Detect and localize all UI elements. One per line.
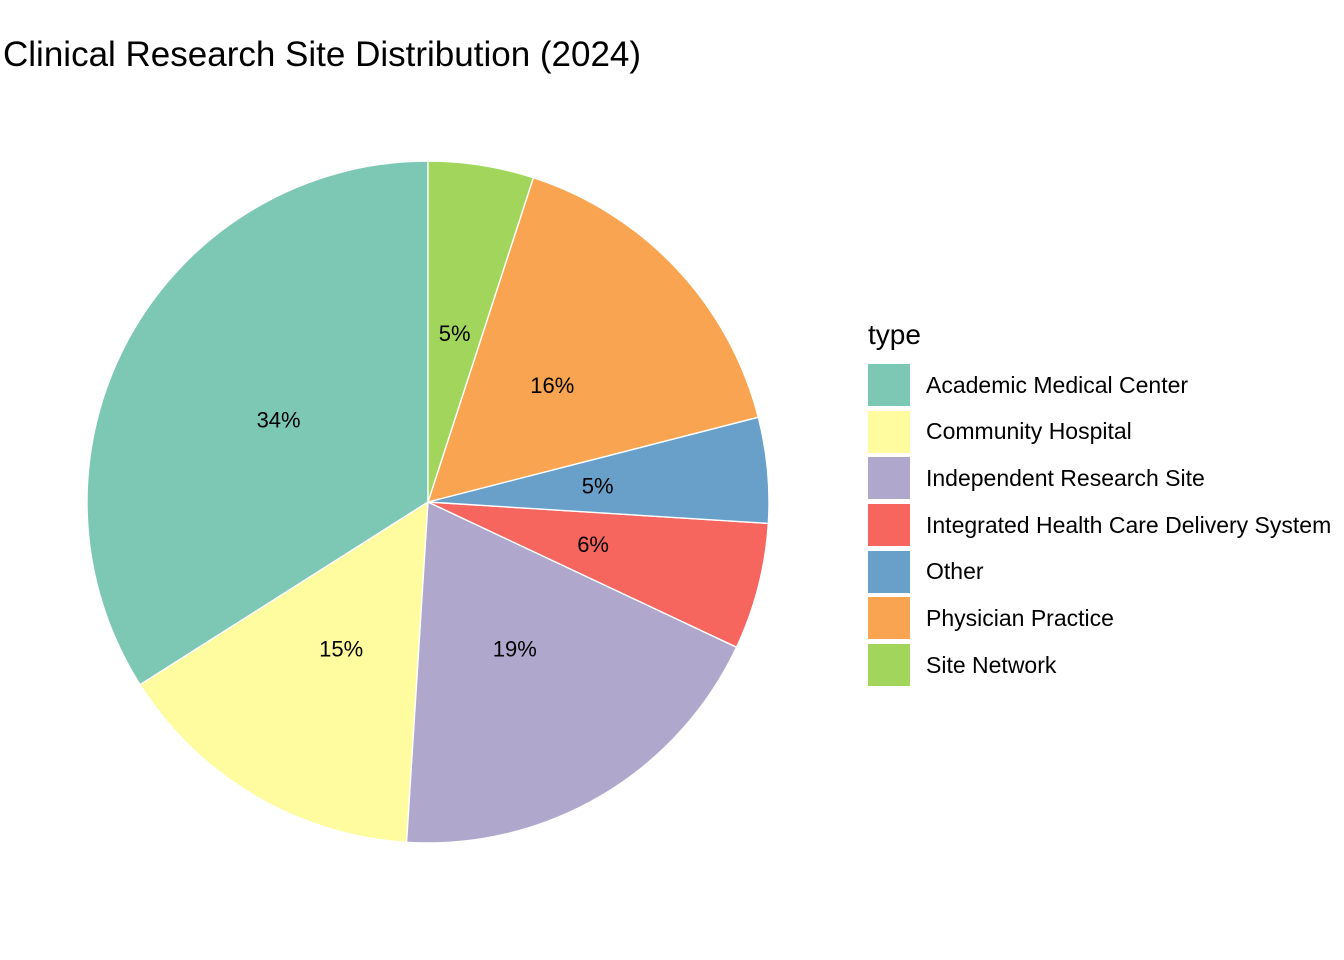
chart-title: Clinical Research Site Distribution (202… — [3, 35, 642, 74]
legend-color-swatch — [868, 644, 910, 687]
pie-slice-label: 34% — [257, 407, 301, 432]
pie-slice-label: 15% — [319, 636, 363, 661]
legend: type Academic Medical Center Community Ho… — [868, 320, 1331, 691]
legend-color-swatch — [868, 597, 910, 640]
pie-slice-physician-practice — [427, 176, 759, 503]
legend-label: Site Network — [926, 651, 1057, 678]
legend-item: Site Network — [868, 644, 1331, 687]
pie-slice-integrated-health-care-delivery-system — [427, 501, 770, 648]
legend-label: Independent Research Site — [926, 464, 1205, 491]
legend-label: Other — [926, 558, 984, 585]
legend-color-swatch — [868, 457, 910, 500]
legend-label: Integrated Health Care Delivery System — [926, 511, 1332, 538]
pie-slice-label: 5% — [582, 474, 614, 499]
legend-label: Academic Medical Center — [926, 371, 1189, 398]
legend-title: type — [868, 319, 921, 350]
legend-item: Academic Medical Center — [868, 364, 1331, 406]
pie-slice-community-hospital — [139, 501, 429, 844]
legend-label: Community Hospital — [926, 418, 1132, 445]
legend-label: Physician Practice — [926, 604, 1114, 631]
pie-slice-independent-research-site — [405, 501, 738, 844]
legend-color-swatch — [868, 504, 910, 547]
pie-slice-site-network — [427, 160, 535, 503]
legend-item: Independent Research Site — [868, 457, 1331, 500]
pie-slice-label: 19% — [493, 636, 537, 661]
pie-slice-label: 16% — [530, 373, 574, 398]
legend-items: Academic Medical Center Community Hospita… — [868, 364, 1332, 687]
legend-item: Physician Practice — [868, 597, 1331, 640]
legend-color-swatch — [868, 550, 910, 593]
legend-color-swatch — [868, 410, 910, 453]
legend-item: Integrated Health Care Delivery System — [868, 504, 1332, 547]
pie-slice-label: 5% — [439, 321, 471, 346]
legend-item: Other — [868, 550, 1331, 593]
legend-color-swatch — [868, 364, 910, 406]
legend-item: Community Hospital — [868, 410, 1331, 453]
pie-slice-label: 6% — [577, 532, 609, 557]
pie-slice-academic-medical-center — [86, 160, 429, 686]
